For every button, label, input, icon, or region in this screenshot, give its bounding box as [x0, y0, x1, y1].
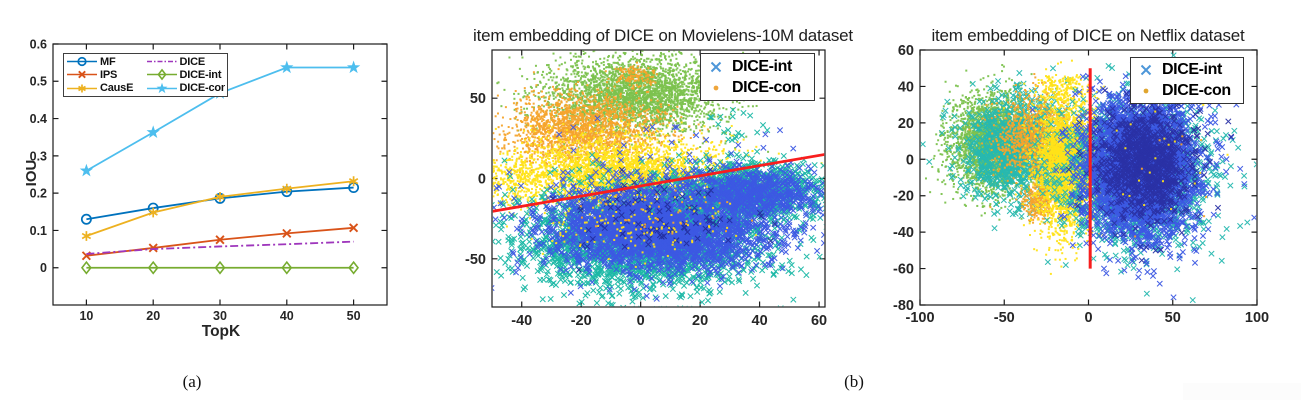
- legend-label-mf: MF: [100, 55, 116, 68]
- legend-label-ips: IPS: [100, 68, 118, 81]
- iou-axis-label: IOU: [23, 159, 40, 187]
- legend-item-dice-con: DICE-con: [705, 79, 810, 97]
- legend-label-dice-int: DICE-int: [1162, 61, 1222, 79]
- legend-item-dice-con: DICE-con: [1135, 82, 1239, 100]
- subfigure-b-caption: (b): [844, 372, 864, 391]
- movielens-plot-title: item embedding of DICE on Movielens-10M …: [473, 26, 853, 45]
- legend-label-dice: DICE: [179, 55, 206, 68]
- dice-int-line-marker-icon: [145, 68, 178, 82]
- dice-line-marker-icon: [145, 55, 178, 69]
- x-marker-icon: [1135, 62, 1157, 79]
- legend-item-dice-int: DICE-int: [1135, 61, 1239, 79]
- legend-label-dice-con: DICE-con: [179, 82, 226, 95]
- movielens-legend: DICE-int DICE-con: [700, 53, 815, 101]
- ips-line-marker-icon: [66, 68, 98, 82]
- x-marker-icon: [705, 58, 727, 75]
- dice-con-line-marker-icon: [145, 81, 178, 95]
- mf-line-marker-icon: [66, 55, 98, 69]
- legend-item-cause: CausE: [66, 81, 146, 95]
- legend-label-dice-con: DICE-con: [732, 78, 801, 96]
- netflix-plot-title: item embedding of DICE on Netflix datase…: [931, 26, 1245, 45]
- legend-item-dice: DICE: [145, 55, 226, 69]
- legend-label-dice-int: DICE-int: [179, 68, 222, 81]
- cause-line-marker-icon: [66, 81, 98, 95]
- legend-item-mf: MF: [66, 55, 146, 69]
- netflix-legend: DICE-int DICE-con: [1130, 57, 1244, 104]
- legend-label-dice-con: DICE-con: [1162, 81, 1231, 99]
- line-chart-legend: MF IPS CausE DICE DICE-int DICE-con: [63, 53, 228, 97]
- legend-item-dice-int: DICE-int: [705, 58, 810, 76]
- legend-item-ips: IPS: [66, 68, 146, 82]
- legend-label-cause: CausE: [100, 82, 134, 95]
- legend-item-dice-int: DICE-int: [145, 68, 226, 82]
- dot-marker-icon: [705, 79, 727, 96]
- topk-axis-label: TopK: [201, 323, 241, 340]
- faint-highlight-artifact: [1183, 383, 1301, 400]
- legend-item-dice-con: DICE-con: [145, 81, 226, 95]
- legend-label-dice-int: DICE-int: [732, 57, 792, 75]
- subfigure-a-caption: (a): [182, 372, 202, 391]
- dot-marker-icon: [1135, 82, 1157, 99]
